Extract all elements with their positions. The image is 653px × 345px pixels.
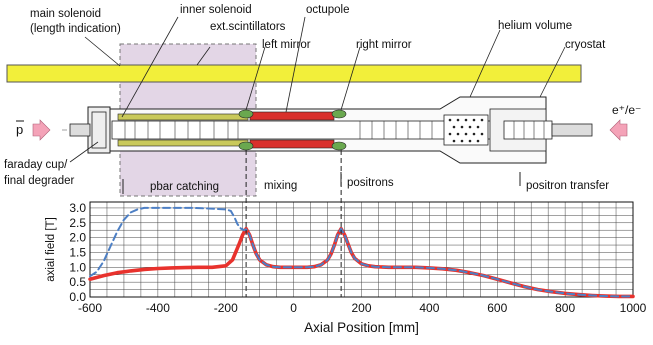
- label-main-solenoid-sub: (length indication): [30, 23, 121, 35]
- x-tick-label: 200: [351, 301, 371, 315]
- label-pbar: p: [16, 122, 23, 137]
- y-tick-label: 1.0: [69, 260, 86, 274]
- inner-solenoid-coil: [117, 113, 249, 121]
- region-pbar-catching: pbar catching: [150, 181, 219, 193]
- right-mirror-coil: [331, 109, 347, 119]
- y-tick-label: 0.5: [69, 275, 86, 289]
- y-tick-label: 0.0: [69, 290, 86, 304]
- label-main-solenoid: main solenoid: [30, 8, 101, 20]
- label-cryostat: cryostat: [565, 39, 606, 51]
- axial-field-plot: -600 -400 -200 0 200 400 600 800 1000 0.00.51.01.…: [45, 150, 647, 335]
- y-tick-label: 2.5: [69, 216, 86, 230]
- region-positron-transfer: positron transfer: [526, 180, 609, 192]
- label-octupole: octupole: [306, 4, 349, 16]
- leader-lines: [69, 16, 566, 163]
- left-mirror-coil: [238, 109, 254, 119]
- x-tick-label: 600: [487, 301, 507, 315]
- label-helium-volume: helium volume: [498, 20, 572, 32]
- y-axis-title: axial field [T]: [45, 217, 57, 282]
- pbar-arrow-icon: [32, 119, 51, 141]
- label-left-mirror: left mirror: [262, 39, 311, 51]
- y-tick-label: 1.5: [69, 245, 86, 259]
- x-tick-label: -400: [146, 301, 170, 315]
- region-mixing: mixing: [264, 180, 297, 192]
- label-final-degrader: final degrader: [4, 175, 74, 187]
- label-positron-beam: e⁺/e⁻: [612, 103, 641, 117]
- label-right-mirror: right mirror: [356, 39, 412, 51]
- y-tick-label: 3.0: [69, 201, 86, 215]
- x-tick-label: 400: [419, 301, 439, 315]
- x-tick-label: 1000: [620, 301, 647, 315]
- label-faraday-cup: faraday cup/: [4, 159, 68, 171]
- x-axis-title: Axial Position [mm]: [304, 320, 419, 335]
- region-positrons: positrons: [347, 177, 394, 189]
- x-tick-label: 800: [555, 301, 575, 315]
- trap-apparatus: [62, 96, 593, 164]
- octupole-magnet: [249, 111, 335, 121]
- positron-arrow-icon: [609, 119, 628, 141]
- x-tick-label: 0: [290, 301, 297, 315]
- x-tick-label: -600: [78, 301, 102, 315]
- x-tick-label: -200: [214, 301, 238, 315]
- y-tick-label: 2.0: [69, 231, 86, 245]
- plot-frame: [89, 201, 634, 298]
- label-inner-solenoid: inner solenoid: [180, 4, 252, 16]
- label-ext-scintillators: ext.scintillators: [210, 21, 286, 33]
- field-series-1: [89, 206, 634, 298]
